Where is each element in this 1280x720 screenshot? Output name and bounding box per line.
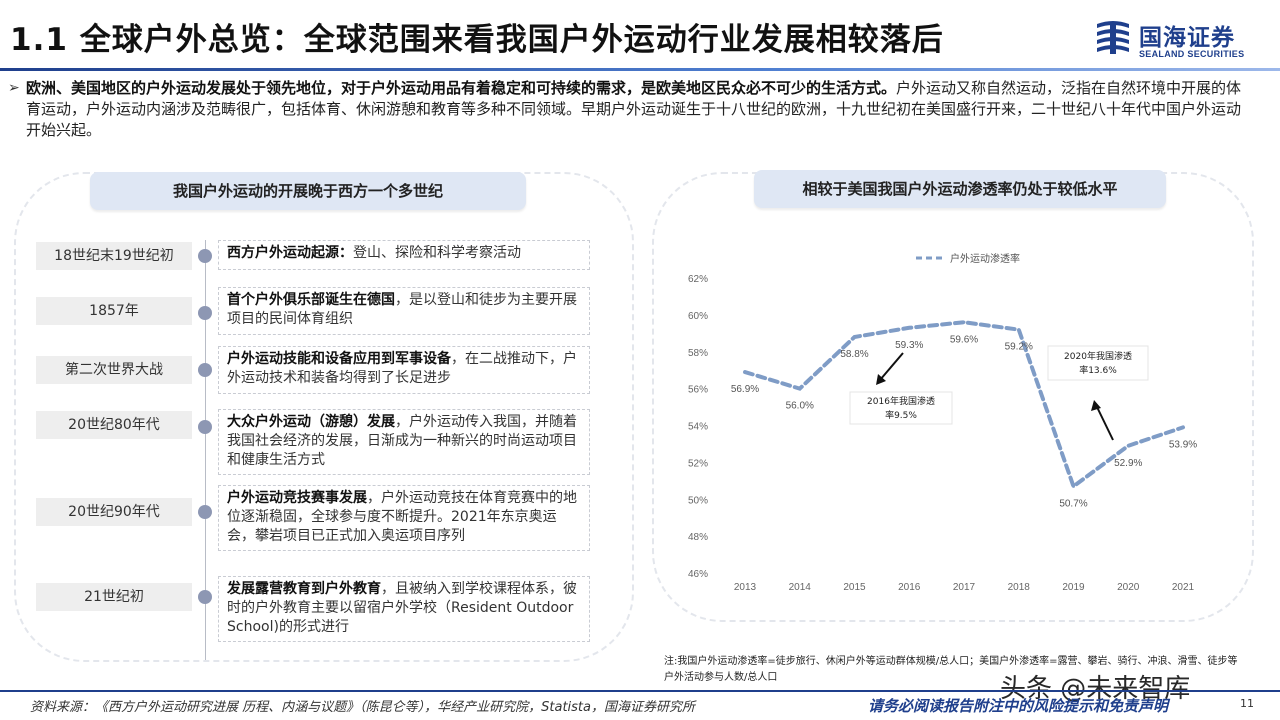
- timeline-description: 发展露营教育到户外教育，且被纳入到学校课程体系，彼时的户外教育主要以留宿户外学校…: [218, 576, 590, 642]
- timeline-era: 18世纪末19世纪初: [36, 242, 192, 270]
- intro-text: 户外运动又称自然运动，泛指在自然环境中开展的体育运动，户外运动内涵涉及范畴很广，…: [26, 79, 1242, 139]
- footer-disclaimer: 请务必阅读报告附注中的风险提示和免责声明: [868, 697, 1169, 715]
- data-label: 59.3%: [895, 340, 923, 351]
- data-label: 56.9%: [731, 384, 759, 395]
- timeline-description-bold: 发展露营教育到户外教育: [227, 581, 381, 597]
- x-tick-label: 2021: [1172, 582, 1195, 593]
- timeline-description-bold: 户外运动竞技赛事发展: [227, 490, 367, 506]
- annotation-arrowhead-2020: [1091, 400, 1101, 411]
- x-tick-label: 2014: [789, 582, 812, 593]
- timeline-description-text: ，在二战推动下，户外运动技术和装备均得到了长足进步: [227, 351, 577, 386]
- y-tick-label: 52%: [688, 458, 708, 469]
- data-point: [743, 370, 747, 374]
- timeline-description: 户外运动技能和设备应用到军事设备，在二战推动下，户外运动技术和装备均得到了长足进…: [218, 346, 590, 394]
- data-point: [853, 335, 856, 339]
- data-label: 53.9%: [1169, 439, 1197, 450]
- data-label: 56.0%: [786, 401, 814, 412]
- page-title: 1.1 全球户外总览：全球范围来看我国户外运动行业发展相较落后: [10, 22, 944, 58]
- timeline-description-text: ，且被纳入到学校课程体系，彼时的户外教育主要以留宿户外学校（Resident O…: [227, 581, 577, 635]
- timeline-dot: [198, 420, 212, 434]
- annotation-box-2016: [849, 391, 953, 425]
- annotation-arrow-2020: [1096, 406, 1114, 441]
- data-label: 59.6%: [950, 334, 978, 345]
- x-tick-label: 2013: [734, 582, 757, 593]
- timeline-era: 20世纪90年代: [36, 498, 192, 526]
- timeline-description-bold: 大众户外运动（游憩）发展: [227, 414, 395, 430]
- annotation-arrowhead-2016: [876, 374, 886, 385]
- data-label: 58.8%: [840, 349, 868, 360]
- logo-english-name: SEALAND SECURITIES: [1139, 49, 1245, 59]
- timeline-description-text: ，是以登山和徒步为主要开展项目的民间体育组织: [227, 292, 577, 327]
- data-point: [962, 320, 966, 324]
- footer-divider: [0, 690, 1280, 692]
- x-tick-label: 2017: [953, 582, 976, 593]
- data-point: [798, 387, 802, 391]
- y-tick-label: 60%: [688, 311, 708, 322]
- timeline-description: 大众户外运动（游憩）发展，户外运动传入我国，并随着我国社会经济的发展，日渐成为一…: [218, 409, 590, 475]
- timeline-dot: [198, 249, 212, 263]
- timeline-dot: [198, 590, 212, 604]
- timeline-era: 21世纪初: [36, 583, 192, 611]
- header: 1.1 全球户外总览：全球范围来看我国户外运动行业发展相较落后 国海证券 SEA…: [0, 0, 1280, 72]
- data-point: [1017, 328, 1021, 332]
- data-point: [1126, 444, 1130, 448]
- y-tick-label: 58%: [688, 348, 708, 359]
- timeline-dot: [198, 363, 212, 377]
- timeline-description-bold: 西方户外运动起源：: [227, 245, 353, 261]
- timeline-description: 西方户外运动起源：登山、探险和科学考察活动: [218, 240, 590, 270]
- timeline-heading: 我国户外运动的开展晚于西方一个多世纪: [90, 172, 526, 210]
- bullet-icon: ➢: [8, 80, 20, 96]
- data-label: 59.2%: [1005, 342, 1033, 353]
- timeline-description-bold: 首个户外俱乐部诞生在德国: [227, 292, 395, 308]
- data-label: 50.7%: [1059, 498, 1087, 509]
- sealand-logo-icon: [1097, 21, 1129, 54]
- page-number: 11: [1240, 697, 1254, 710]
- penetration-line-chart: 46% 48% 50% 52% 54% 56% 58% 60% 62% 2013 2014 2015 2…: [688, 252, 1197, 593]
- timeline-axis: [205, 240, 206, 660]
- timeline-description: 首个户外俱乐部诞生在德国，是以登山和徒步为主要开展项目的民间体育组织: [218, 287, 590, 335]
- footer-source: 资料来源：《西方户外运动研究进展 历程、内涵与议题》（陈昆仑等），华经产业研究院…: [30, 700, 695, 715]
- company-logo: 国海证券 SEALAND SECURITIES: [1093, 16, 1273, 68]
- timeline-era: 第二次世界大战: [36, 356, 192, 384]
- timeline-dot: [198, 505, 212, 519]
- annotation-box-2020: [1047, 345, 1149, 381]
- chart-note: 注:我国户外运动渗透率=徒步旅行、休闲户外等运动群体规模/总人口；美国户外渗透率…: [664, 656, 1238, 683]
- y-tick-label: 48%: [688, 532, 708, 543]
- intro-bold-text: 欧洲、美国地区的户外运动发展处于领先地位，对于户外运动用品有着稳定和可持续的需求…: [26, 79, 897, 97]
- legend-label: 户外运动渗透率: [950, 252, 1020, 265]
- timeline-description: 户外运动竞技赛事发展，户外运动竞技在体育竞赛中的地位逐渐稳固，全球参与度不断提升…: [218, 485, 590, 551]
- y-tick-label: 46%: [688, 569, 708, 580]
- logo-chinese-name: 国海证券: [1139, 25, 1235, 51]
- data-point: [1072, 484, 1075, 488]
- annotation-text-2016: 2016年我国渗透: [867, 395, 935, 407]
- y-tick-label: 54%: [688, 422, 708, 433]
- timeline-description-text: ，户外运动传入我国，并随着我国社会经济的发展，日渐成为一种新兴的时尚运动项目和健…: [227, 414, 577, 468]
- x-tick-label: 2015: [843, 582, 866, 593]
- timeline-description-text: 登山、探险和科学考察活动: [353, 245, 521, 261]
- data-point: [907, 326, 911, 330]
- data-point: [1181, 425, 1185, 429]
- y-tick-label: 50%: [688, 495, 708, 506]
- chart-heading: 相较于美国我国户外运动渗透率仍处于较低水平: [754, 170, 1166, 208]
- y-tick-label: 56%: [688, 385, 708, 396]
- annotation-text-2020: 2020年我国渗透: [1064, 350, 1132, 362]
- annotation-text-2020: 率13.6%: [1079, 364, 1117, 376]
- x-tick-label: 2020: [1117, 582, 1140, 593]
- timeline-dot: [198, 306, 212, 320]
- timeline-description-text: ，户外运动竞技在体育竞赛中的地位逐渐稳固，全球参与度不断提升。2021年东京奥运…: [227, 490, 577, 544]
- intro-paragraph: ➢ 欧洲、美国地区的户外运动发展处于领先地位，对于户外运动用品有着稳定和可持续的…: [8, 78, 1254, 141]
- timeline-era: 20世纪80年代: [36, 411, 192, 439]
- x-tick-label: 2018: [1008, 582, 1031, 593]
- watermark: 头条 @未来智库: [1000, 674, 1191, 704]
- y-tick-label: 62%: [688, 274, 708, 285]
- x-tick-label: 2019: [1062, 582, 1085, 593]
- timeline-description-bold: 户外运动技能和设备应用到军事设备: [227, 351, 451, 367]
- annotation-text-2016: 率9.5%: [885, 409, 917, 421]
- header-divider: [0, 68, 1280, 71]
- x-tick-label: 2016: [898, 582, 921, 593]
- timeline-era: 1857年: [36, 297, 192, 325]
- annotation-arrow-2016: [879, 352, 904, 381]
- data-label: 52.9%: [1114, 458, 1142, 469]
